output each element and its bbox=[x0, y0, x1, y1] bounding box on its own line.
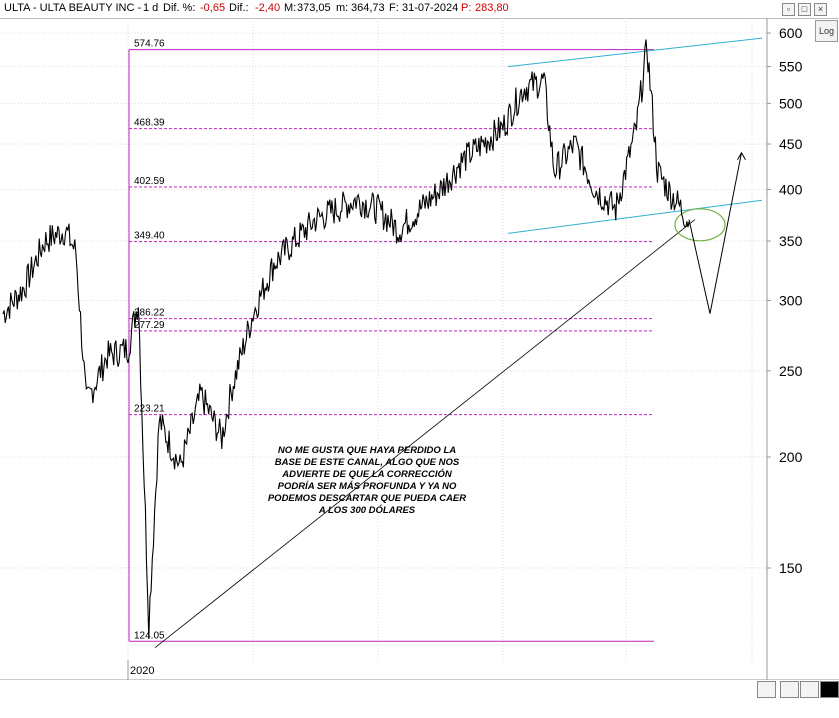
date-value: 31-07-2024 bbox=[402, 2, 459, 14]
arrow-head bbox=[737, 151, 746, 160]
min-value: 364,73 bbox=[351, 2, 385, 14]
color-picker-icon[interactable] bbox=[800, 681, 819, 698]
black-swatch-icon[interactable] bbox=[820, 681, 839, 698]
price-series bbox=[2, 39, 690, 640]
fib-level-label: 402.59 bbox=[134, 176, 165, 187]
y-tick-label: 550 bbox=[779, 59, 803, 75]
fib-level-label: 349.40 bbox=[134, 231, 165, 242]
price-label: P: bbox=[461, 2, 472, 14]
y-tick-label: 350 bbox=[779, 233, 803, 249]
channel-lines bbox=[154, 37, 763, 649]
projection-path bbox=[688, 152, 742, 314]
price-line bbox=[2, 39, 690, 640]
period-label: 1 d bbox=[143, 2, 159, 14]
max-label: M: bbox=[284, 2, 297, 14]
max-value: 373,05 bbox=[297, 2, 331, 14]
y-tick-label: 400 bbox=[779, 181, 803, 197]
y-tick-label: 450 bbox=[779, 136, 803, 152]
channel-lower-line bbox=[507, 199, 763, 234]
fib-level-label: 468.39 bbox=[134, 118, 165, 129]
fib-level-label: 277.29 bbox=[134, 320, 165, 331]
fib-level-label: 574.76 bbox=[134, 39, 165, 50]
y-tick-label: 250 bbox=[779, 363, 803, 379]
price-value: 283,80 bbox=[475, 2, 509, 14]
close-icon[interactable]: × bbox=[814, 3, 827, 16]
dif-value: -2,40 bbox=[255, 2, 281, 14]
y-axis: 150 200 250 300 350 400 450 500 550 600 bbox=[767, 25, 803, 576]
x-axis: 20192020202120222023202422020 bbox=[127, 660, 154, 680]
projection-arrows bbox=[688, 151, 746, 314]
annotation-text: NO ME GUSTA QUE HAYA PERDIDO LA BASE DE … bbox=[267, 445, 467, 516]
restore-icon[interactable]: ▫ bbox=[782, 3, 795, 16]
x-sublabel: 2020 bbox=[130, 665, 154, 677]
symbol-name: ULTA - ULTA BEAUTY INC - bbox=[4, 2, 142, 14]
fib-level-label: 286.22 bbox=[134, 308, 165, 319]
fib-level-label: 223.21 bbox=[134, 404, 165, 415]
y-tick-label: 500 bbox=[779, 95, 803, 111]
chart-tool-icon[interactable] bbox=[757, 681, 776, 698]
y-tick-label: 150 bbox=[779, 560, 803, 576]
maximize-icon[interactable]: □ bbox=[798, 3, 811, 16]
date-label: F: bbox=[389, 2, 399, 14]
save-icon[interactable] bbox=[780, 681, 799, 698]
channel-upper-line bbox=[507, 37, 763, 68]
dif-label: Dif.: bbox=[229, 2, 249, 14]
y-tick-label: 200 bbox=[779, 449, 803, 465]
min-label: m: bbox=[336, 2, 349, 14]
breakdown-ellipse bbox=[674, 208, 726, 242]
log-scale-button[interactable]: Log bbox=[815, 20, 838, 42]
y-tick-label: 300 bbox=[779, 293, 803, 309]
trend-line bbox=[154, 219, 696, 649]
dif-pct-label: Dif. %: bbox=[163, 2, 196, 14]
y-tick-label: 600 bbox=[779, 25, 803, 41]
chart-title-bar: ULTA - ULTA BEAUTY INC - 1 d Dif. %: -0,… bbox=[0, 0, 839, 19]
fib-level-label: 124.05 bbox=[134, 630, 165, 641]
dif-pct-value: -0,65 bbox=[200, 2, 226, 14]
